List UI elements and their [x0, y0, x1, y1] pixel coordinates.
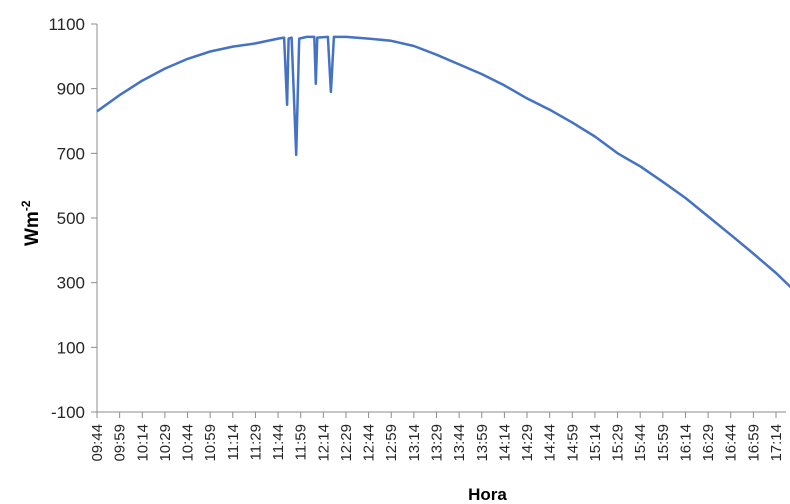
- x-tick-label: 09:44: [89, 424, 106, 462]
- x-tick-label: 16:59: [745, 424, 762, 462]
- x-axis-title: Hora: [468, 485, 507, 504]
- x-tick-label: 09:59: [112, 424, 129, 462]
- x-tick-label: 16:29: [700, 424, 717, 462]
- x-tick-label: 16:14: [677, 424, 694, 462]
- x-tick-label: 15:14: [587, 424, 604, 462]
- x-tick-label: 10:59: [202, 424, 219, 462]
- x-tick-label: 14:44: [542, 424, 559, 462]
- x-tick-label: 14:14: [496, 424, 513, 462]
- x-tick-label: 11:59: [293, 424, 310, 460]
- y-axis-title-base: Wm: [22, 211, 43, 246]
- x-tick-label: 12:59: [383, 424, 400, 462]
- x-tick-label: 14:59: [564, 424, 581, 462]
- x-tick-label: 11:14: [225, 424, 242, 460]
- x-tick-label: 10:14: [134, 424, 151, 462]
- x-tick-label: 14:29: [519, 424, 536, 462]
- x-tick-label: 10:44: [180, 424, 197, 462]
- y-axis-title-superscript: -2: [19, 200, 33, 211]
- x-tick-label: 16:44: [723, 424, 740, 462]
- x-tick-label: 13:59: [474, 424, 491, 462]
- series-group: [96, 35, 790, 289]
- x-tick-label: 10:29: [157, 424, 174, 462]
- x-tick-label: 12:29: [338, 424, 355, 462]
- x-tick-label: 15:44: [632, 424, 649, 462]
- x-tick-label: 13:29: [429, 424, 446, 462]
- y-tick-label: -100: [51, 403, 85, 422]
- series-line: [96, 35, 790, 289]
- x-tick-label: 15:59: [655, 424, 672, 462]
- x-tick-label: 15:29: [610, 424, 627, 462]
- y-tick-label: 700: [57, 144, 85, 163]
- x-tick-label: 17:14: [768, 424, 785, 462]
- y-tick-label: 300: [57, 274, 85, 293]
- x-tick-label: 13:14: [406, 424, 423, 462]
- y-tick-label: 500: [57, 209, 85, 228]
- y-axis-ticks: -100 100 300 500 700 900 1100: [48, 15, 97, 422]
- x-tick-label: 13:44: [451, 424, 468, 462]
- x-tick-label: 11:29: [247, 424, 264, 460]
- x-tick-label: 12:44: [361, 424, 378, 462]
- y-axis-title: Wm-2: [19, 200, 43, 246]
- x-tick-label: 11:44: [270, 424, 287, 460]
- y-tick-label: 900: [57, 80, 85, 99]
- y-tick-label: 100: [57, 338, 85, 357]
- x-tick-label: 12:14: [315, 424, 332, 462]
- y-tick-label: 1100: [48, 15, 85, 34]
- x-axis-ticks: 09:44 09:59 10:14 10:29 10:44 10:59 11:14 11:29…: [89, 412, 785, 462]
